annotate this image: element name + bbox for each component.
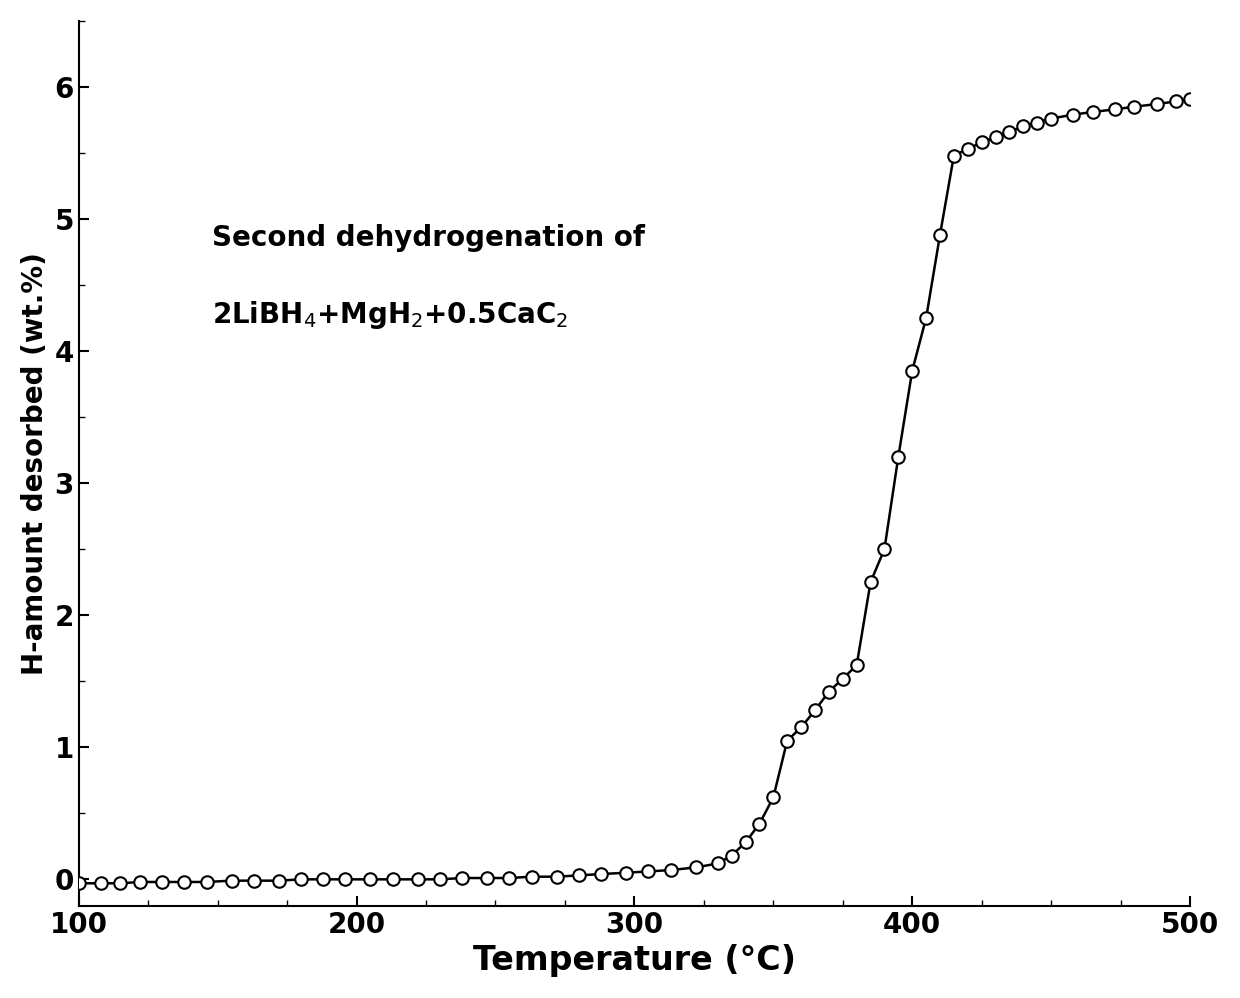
- X-axis label: Temperature (°C): Temperature (°C): [472, 944, 796, 977]
- Text: 2LiBH$_4$+MgH$_2$+0.5CaC$_2$: 2LiBH$_4$+MgH$_2$+0.5CaC$_2$: [212, 299, 568, 331]
- Y-axis label: H-amount desorbed (wt.%): H-amount desorbed (wt.%): [21, 251, 48, 675]
- Text: Second dehydrogenation of: Second dehydrogenation of: [212, 224, 645, 251]
